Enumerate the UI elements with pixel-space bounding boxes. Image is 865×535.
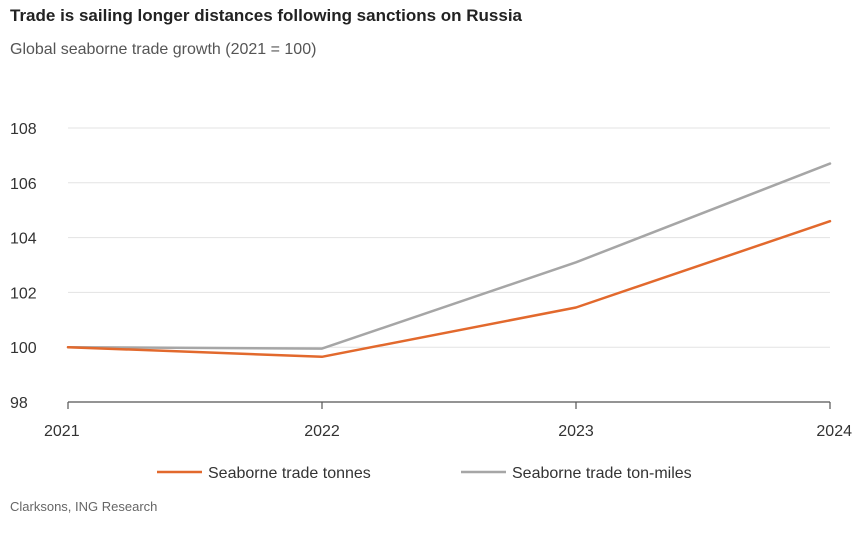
legend-label: Seaborne trade tonnes xyxy=(208,465,371,482)
source-note: Clarksons, ING Research xyxy=(10,499,158,514)
x-tick-label: 2024 xyxy=(816,423,852,440)
y-tick-label: 102 xyxy=(10,285,37,302)
chart-subtitle: Global seaborne trade growth (2021 = 100… xyxy=(10,41,317,58)
series-line-1 xyxy=(66,162,832,350)
x-tick-label: 2022 xyxy=(304,423,340,440)
legend-label: Seaborne trade ton-miles xyxy=(512,465,692,482)
series-line-0 xyxy=(66,219,832,359)
y-tick-label: 98 xyxy=(10,395,28,412)
y-tick-label: 104 xyxy=(10,231,37,248)
y-tick-label: 100 xyxy=(10,340,37,357)
x-tick-label: 2021 xyxy=(44,423,80,440)
y-tick-label: 106 xyxy=(10,176,37,193)
chart-title: Trade is sailing longer distances follow… xyxy=(10,6,523,25)
y-tick-label: 108 xyxy=(10,121,37,138)
x-tick-label: 2023 xyxy=(558,423,594,440)
